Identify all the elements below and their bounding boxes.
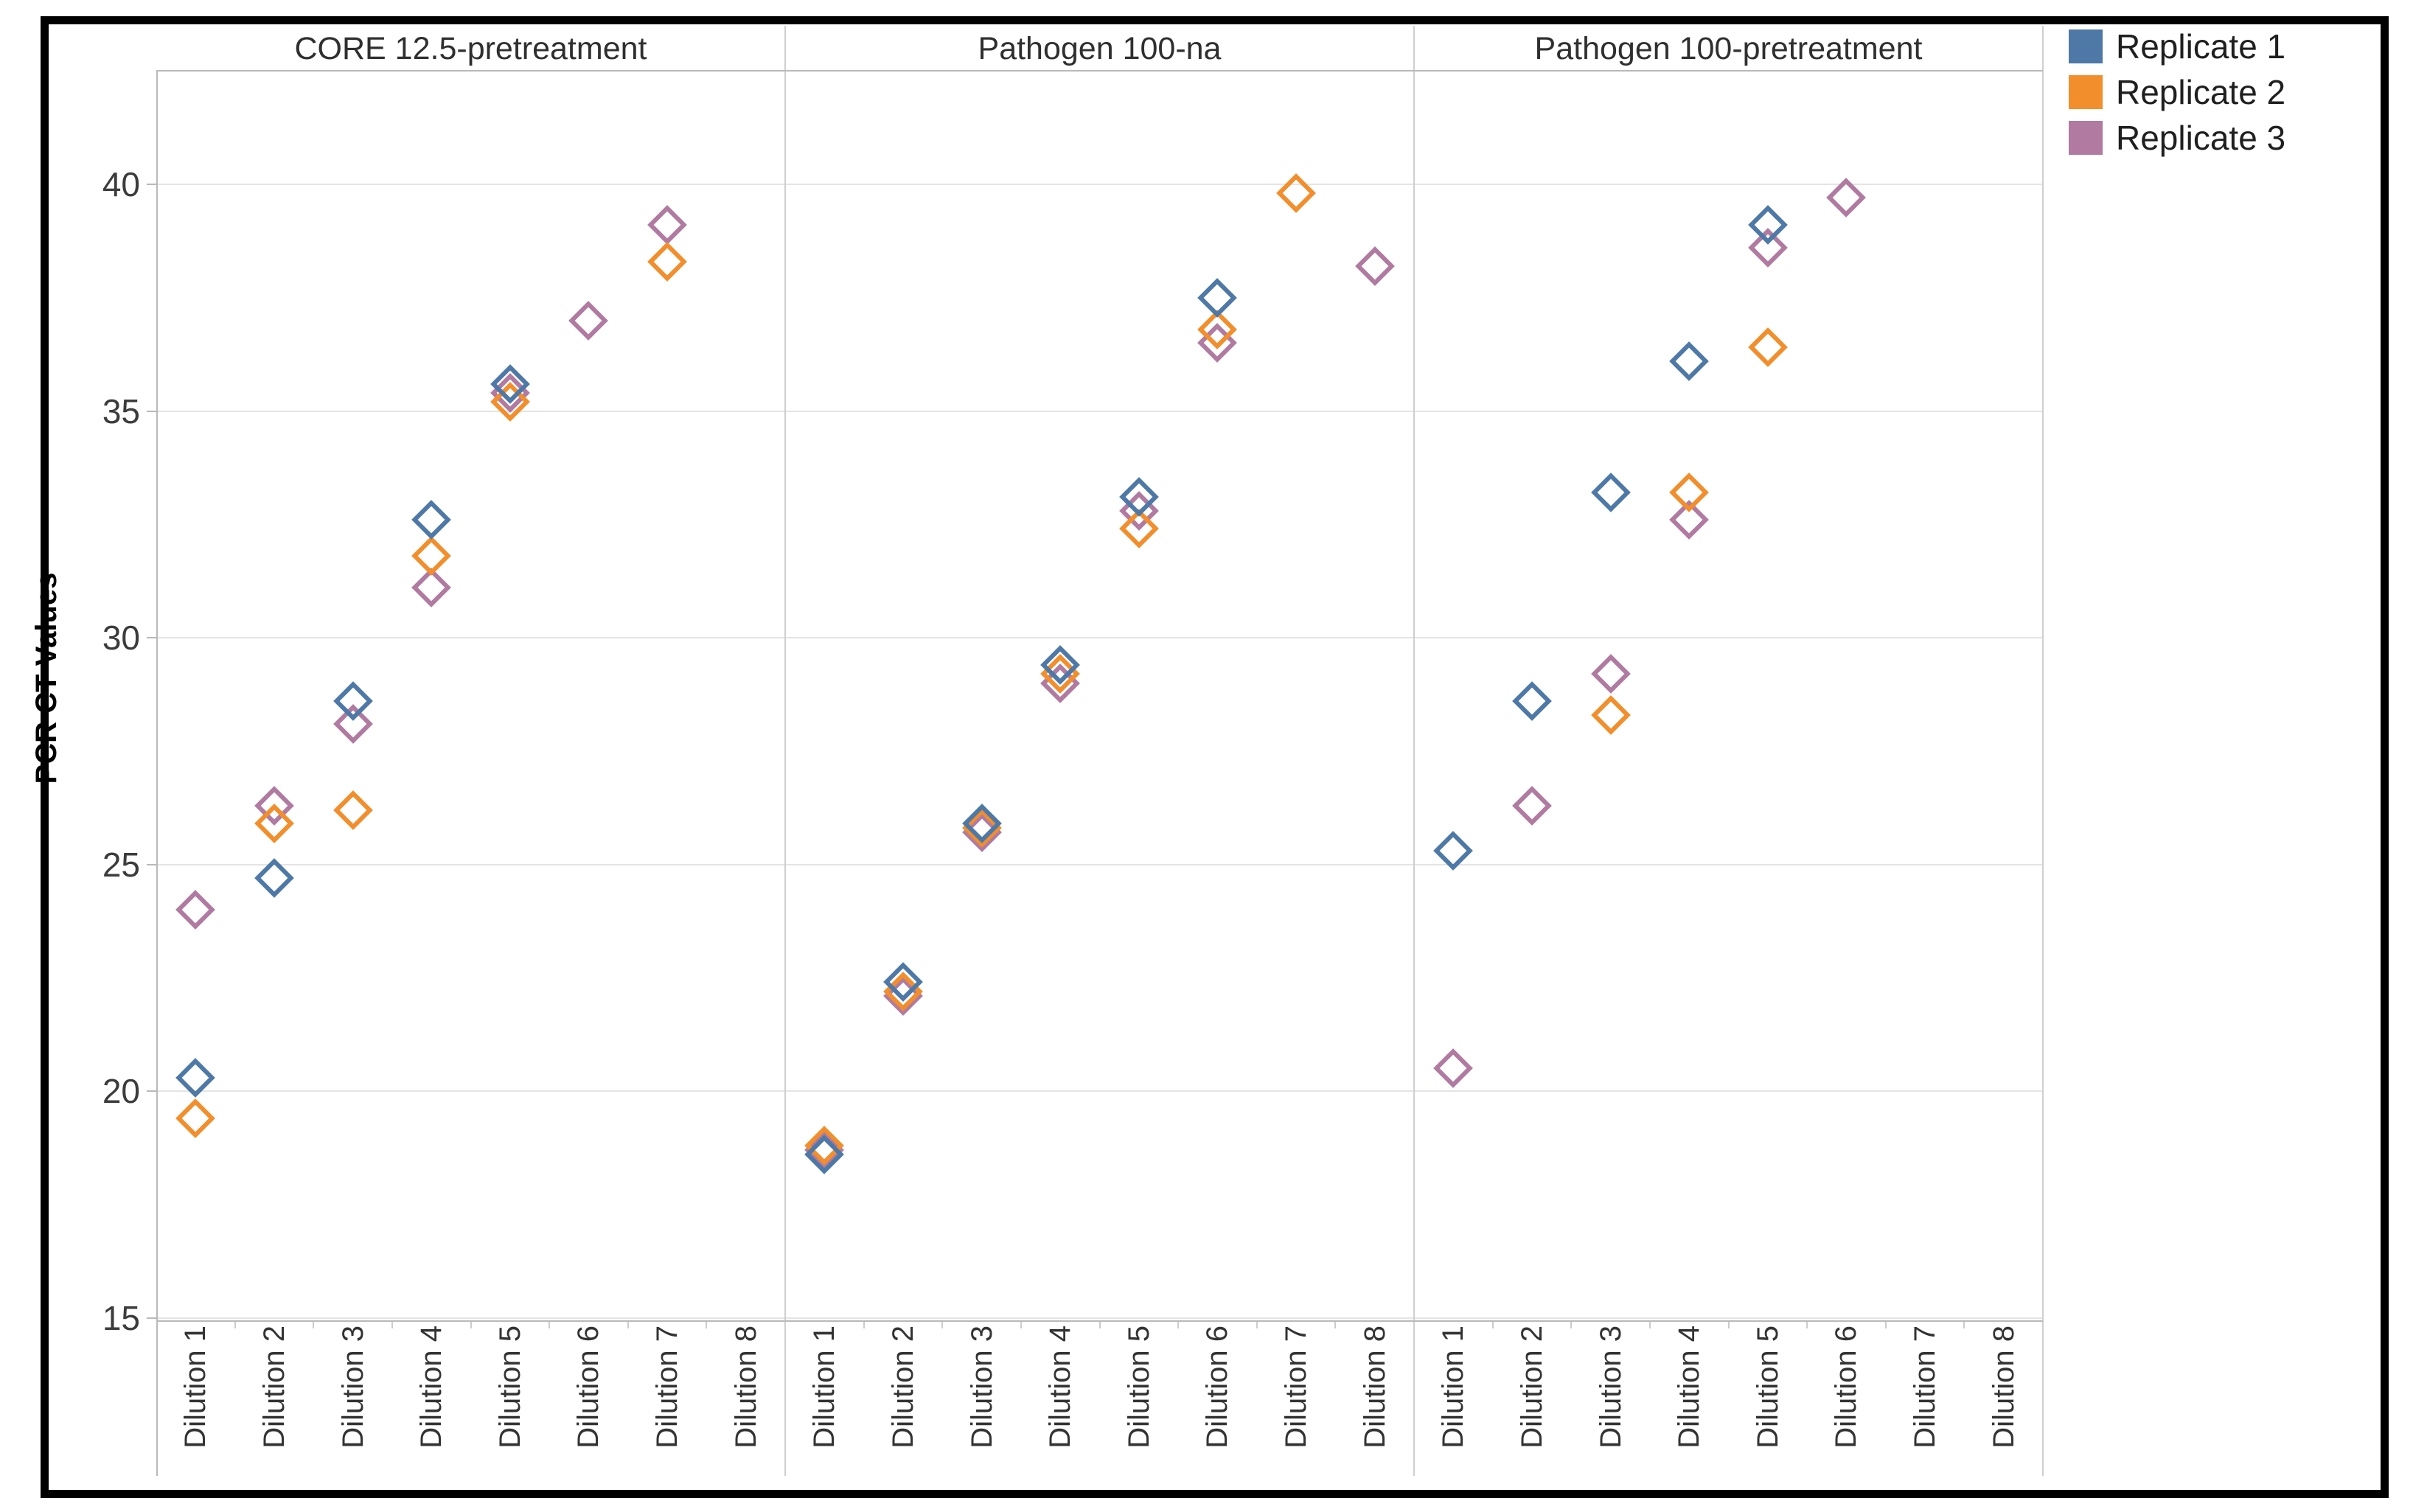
legend-swatch-1 [2069, 29, 2103, 63]
x-tick [391, 1320, 393, 1328]
x-tick [1491, 1320, 1494, 1328]
pane-divider [1413, 26, 1415, 1476]
x-tick-label: Dilution 3 [1594, 1325, 1627, 1449]
x-tick [549, 1320, 551, 1328]
y-tick [147, 410, 156, 412]
legend-label: Replicate 1 [2116, 27, 2286, 66]
x-tick-label: Dilution 4 [415, 1325, 448, 1449]
y-tick-label: 25 [102, 845, 140, 884]
x-tick [1963, 1320, 1965, 1328]
y-gridline [156, 863, 2043, 865]
x-tick-label: Dilution 3 [336, 1325, 369, 1449]
panel-title: Pathogen 100-na [978, 31, 1222, 66]
y-tick-label: 20 [102, 1072, 140, 1110]
y-gridline [156, 184, 2043, 185]
x-tick-label: Dilution 8 [729, 1325, 762, 1449]
x-tick-label: Dilution 5 [1751, 1325, 1784, 1449]
x-tick [1884, 1320, 1887, 1328]
x-tick [863, 1320, 865, 1328]
x-tick-label: Dilution 7 [651, 1325, 684, 1449]
x-tick-label: Dilution 2 [1515, 1325, 1548, 1449]
pane-divider [784, 26, 786, 1476]
x-tick [1177, 1320, 1180, 1328]
x-tick [1648, 1320, 1651, 1328]
pane-divider [2042, 26, 2044, 1476]
x-tick-label: Dilution 8 [1987, 1325, 2020, 1449]
x-tick [234, 1320, 236, 1328]
x-tick [706, 1320, 708, 1328]
y-tick [147, 637, 156, 638]
y-tick-label: 15 [102, 1298, 140, 1337]
y-tick [147, 1317, 156, 1319]
x-tick [1020, 1320, 1022, 1328]
chart-border-frame [41, 16, 2389, 1498]
x-tick-label: Dilution 6 [1830, 1325, 1863, 1449]
x-tick-label: Dilution 7 [1280, 1325, 1313, 1449]
x-tick-label: Dilution 4 [1673, 1325, 1706, 1449]
x-tick-label: Dilution 3 [965, 1325, 998, 1449]
header-bottom-border [156, 70, 2043, 72]
x-tick [1806, 1320, 1808, 1328]
x-tick-label: Dilution 6 [572, 1325, 605, 1449]
y-tick-label: 40 [102, 165, 140, 203]
x-tick [627, 1320, 629, 1328]
legend-label: Replicate 2 [2116, 73, 2286, 111]
y-tick [147, 863, 156, 865]
x-axis-line [156, 1320, 2043, 1322]
x-tick-label: Dilution 1 [1437, 1325, 1470, 1449]
y-tick [147, 1090, 156, 1092]
y-tick [147, 184, 156, 185]
x-tick [1098, 1320, 1101, 1328]
y-axis-line [156, 71, 158, 1476]
x-tick-label: Dilution 1 [808, 1325, 841, 1449]
x-tick [313, 1320, 315, 1328]
panel-title: CORE 12.5-pretreatment [294, 31, 647, 66]
legend-swatch-3 [2069, 121, 2103, 155]
y-gridline [156, 637, 2043, 638]
y-tick-label: 30 [102, 619, 140, 657]
x-tick-label: Dilution 5 [493, 1325, 526, 1449]
x-tick [1334, 1320, 1337, 1328]
x-tick [1570, 1320, 1573, 1328]
x-tick-label: Dilution 2 [257, 1325, 290, 1449]
x-tick [941, 1320, 944, 1328]
x-tick [1727, 1320, 1730, 1328]
legend-swatch-2 [2069, 75, 2103, 109]
y-gridline [156, 1317, 2043, 1319]
x-tick-label: Dilution 1 [179, 1325, 212, 1449]
y-gridline [156, 1090, 2043, 1092]
panel-title: Pathogen 100-pretreatment [1534, 31, 1923, 66]
y-tick-label: 35 [102, 391, 140, 431]
x-tick [470, 1320, 472, 1328]
x-tick-label: Dilution 2 [886, 1325, 919, 1449]
x-tick-label: Dilution 6 [1201, 1325, 1234, 1449]
x-tick [1256, 1320, 1258, 1328]
x-tick-label: Dilution 7 [1909, 1325, 1942, 1449]
legend-label: Replicate 3 [2116, 119, 2286, 157]
y-gridline [156, 410, 2043, 412]
x-tick-label: Dilution 5 [1122, 1325, 1155, 1449]
x-tick-label: Dilution 4 [1044, 1325, 1077, 1449]
x-tick-label: Dilution 8 [1358, 1325, 1391, 1449]
